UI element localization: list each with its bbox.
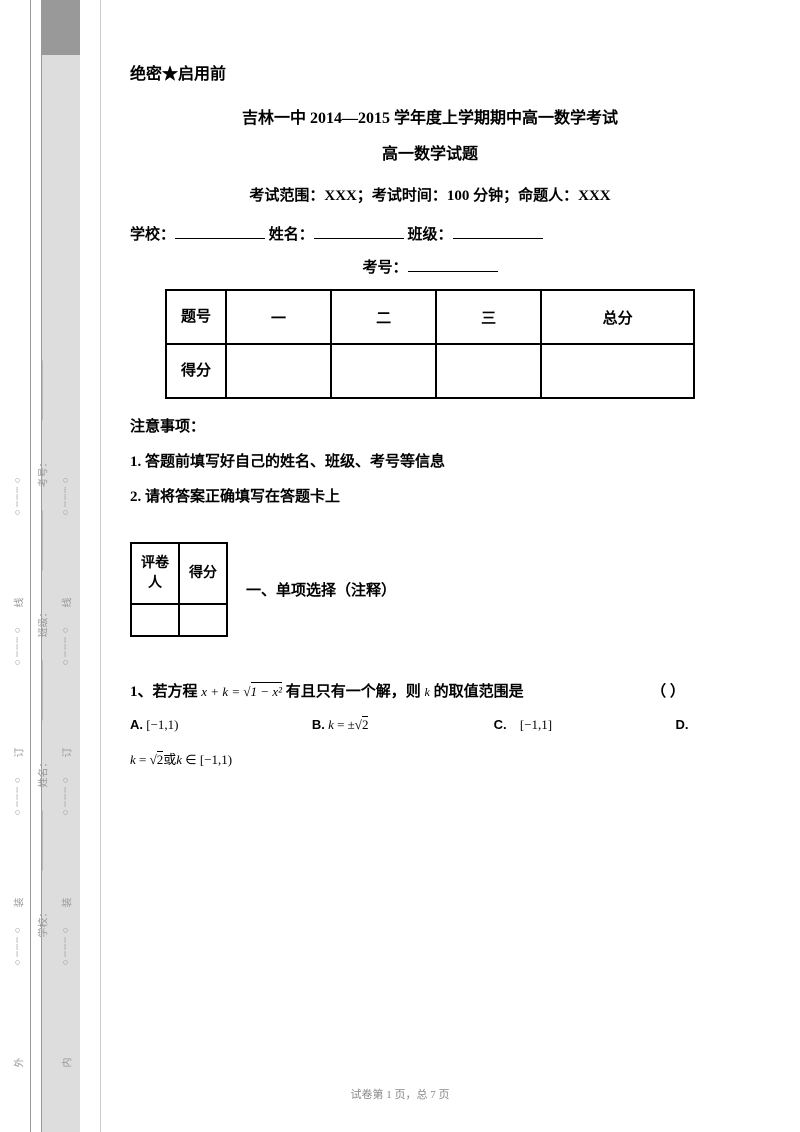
score-label: 得分 xyxy=(179,543,227,604)
margin-inner-label: 内 xyxy=(59,1058,74,1068)
grader-label: 评卷人 xyxy=(131,543,179,604)
section-title: 一、单项选择（注释） xyxy=(246,579,396,600)
col-two: 二 xyxy=(331,290,436,344)
opt-b-label: B. xyxy=(312,717,325,732)
name-label: 姓名： xyxy=(269,227,314,243)
score-cell[interactable] xyxy=(541,344,694,398)
opt-c-label: C. xyxy=(494,717,507,732)
row-header-question: 题号 xyxy=(166,290,226,344)
col-three: 三 xyxy=(436,290,541,344)
score-table: 题号 一 二 三 总分 得分 xyxy=(165,289,695,399)
exam-title: 吉林一中 2014—2015 学年度上学期期中高一数学考试 xyxy=(130,104,730,128)
exam-number-line: 考号： xyxy=(130,256,730,277)
notice-title: 注意事项： xyxy=(130,415,730,436)
col-total: 总分 xyxy=(541,290,694,344)
opt-a-label: A. xyxy=(130,717,143,732)
secret-label: 绝密★启用前 xyxy=(130,60,730,84)
margin-school: 学校： xyxy=(35,908,50,938)
main-content: 绝密★启用前 吉林一中 2014—2015 学年度上学期期中高一数学考试 高一数… xyxy=(130,60,730,768)
student-info-line: 学校： 姓名： 班级： xyxy=(130,223,730,244)
grader-blank[interactable] xyxy=(131,604,179,636)
row-header-score: 得分 xyxy=(166,344,226,398)
class-label: 班级： xyxy=(408,227,453,243)
table-row: 得分 xyxy=(166,344,694,398)
margin-zhuang-1: 装 xyxy=(11,898,26,908)
class-blank[interactable] xyxy=(453,223,543,239)
margin-name: 姓名： xyxy=(35,758,50,788)
exam-no-label: 考号： xyxy=(362,260,407,276)
margin-xian-1: 线 xyxy=(11,598,26,608)
notice-item-1: 1. 答题前填写好自己的姓名、班级、考号等信息 xyxy=(130,450,730,471)
margin-xian-2: 线 xyxy=(59,598,74,608)
school-blank[interactable] xyxy=(175,223,265,239)
q1-suffix: 的取值范围是 xyxy=(434,684,524,700)
margin-ding-1: 订 xyxy=(11,748,26,758)
q1-equation: x + k = √1 − x² xyxy=(201,684,282,699)
notice-item-2: 2. 请将答案正确填写在答题卡上 xyxy=(130,485,730,506)
option-a[interactable]: A. [−1,1) xyxy=(130,717,312,733)
option-c[interactable]: C. [−1,1] xyxy=(494,717,676,733)
page-footer: 试卷第 1 页，总 7 页 xyxy=(0,1086,800,1102)
school-label: 学校： xyxy=(130,227,175,243)
score-cell[interactable] xyxy=(436,344,541,398)
score-cell[interactable] xyxy=(331,344,436,398)
section-header-row: 评卷人 得分 一、单项选择（注释） xyxy=(130,542,730,637)
table-row: 题号 一 二 三 总分 xyxy=(166,290,694,344)
exam-no-blank[interactable] xyxy=(408,256,498,272)
margin-zhuang-2: 装 xyxy=(59,898,74,908)
score-cell[interactable] xyxy=(226,344,331,398)
exam-info: 考试范围：XXX；考试时间：100 分钟；命题人：XXX xyxy=(130,184,730,205)
question-1: 1、若方程 x + k = √1 − x² 有且只有一个解，则 k 的取值范围是… xyxy=(130,677,730,707)
opt-d-label: D. xyxy=(675,717,688,732)
name-blank[interactable] xyxy=(314,223,404,239)
exam-subtitle: 高一数学试题 xyxy=(130,140,730,164)
margin-class: 班级： xyxy=(35,608,50,638)
question-1-options: A. [−1,1) B. k = ±√2 C. [−1,1] D. xyxy=(130,717,730,733)
q1-prefix: 1、若方程 xyxy=(130,684,198,700)
score-blank[interactable] xyxy=(179,604,227,636)
margin-ding-2: 订 xyxy=(59,748,74,758)
q1-paren: （ ） xyxy=(651,684,685,700)
binding-margin-decoration: 外 ○ ┄┄┄ ○ 装 ○ ┄┄┄ ○ 订 ○ ┄┄┄ ○ 线 ○ ┄┄┄ ○ … xyxy=(18,380,83,1080)
q1-mid: 有且只有一个解，则 xyxy=(286,684,421,700)
grader-table: 评卷人 得分 xyxy=(130,542,228,637)
gray-corner-block xyxy=(42,0,80,55)
option-d[interactable]: D. xyxy=(675,717,730,733)
q1-var: k xyxy=(425,685,430,699)
col-one: 一 xyxy=(226,290,331,344)
content-separator-line xyxy=(100,0,101,1132)
option-d-content: k = √2或k ∈ [−1,1) xyxy=(130,749,730,768)
margin-examno: 考号： xyxy=(35,458,50,488)
option-b[interactable]: B. k = ±√2 xyxy=(312,717,494,733)
margin-outer-label: 外 xyxy=(11,1058,26,1068)
